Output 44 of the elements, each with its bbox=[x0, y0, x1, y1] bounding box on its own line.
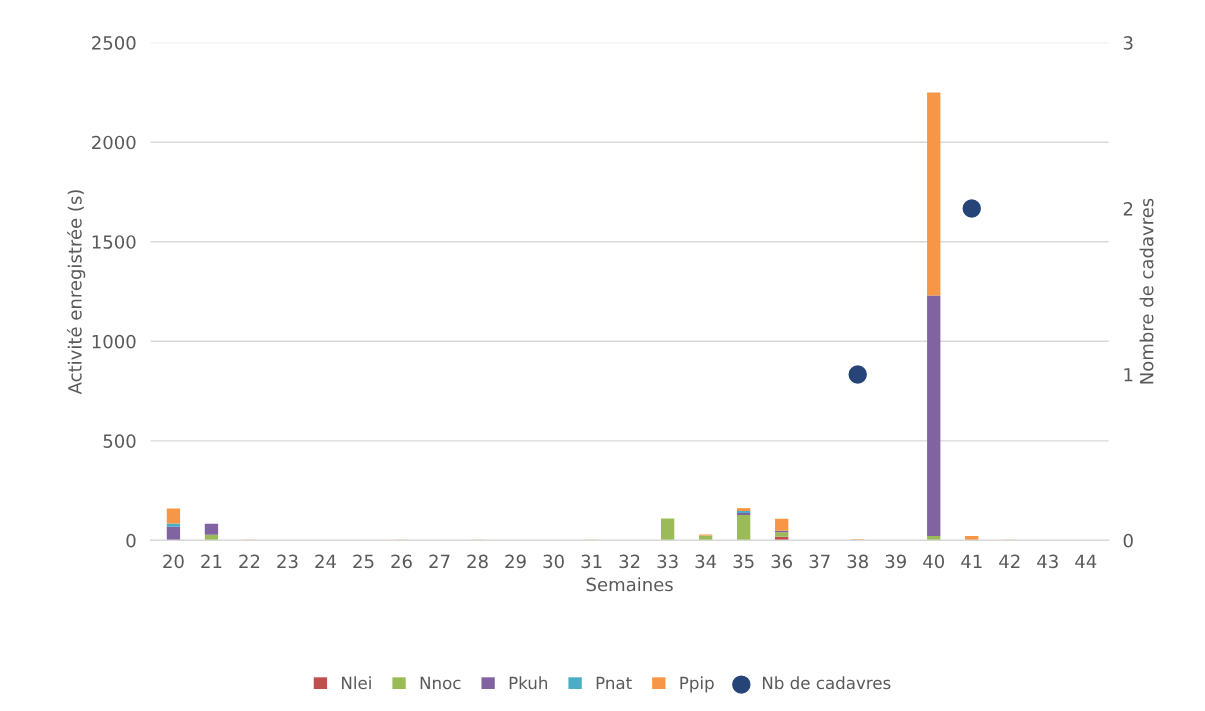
y-tick-label: 2000 bbox=[92, 135, 136, 150]
x-tick-label: 39 bbox=[885, 554, 906, 569]
x-tick-label: 32 bbox=[619, 554, 640, 569]
x-tick-label: 22 bbox=[239, 554, 260, 568]
y2-tick-label: 1 bbox=[1124, 368, 1133, 382]
x-tick-label: 35 bbox=[733, 554, 754, 569]
legend-label: Nlei bbox=[342, 676, 371, 690]
y2-tick-label: 2 bbox=[1123, 202, 1133, 216]
y2-tick-label: 3 bbox=[1123, 36, 1133, 50]
x-tick-label: 41 bbox=[961, 554, 982, 568]
x-axis-title: Semaines bbox=[586, 577, 673, 592]
legend-label: Nnoc bbox=[420, 676, 461, 690]
y2-tick-label: 0 bbox=[1123, 533, 1133, 548]
y-tick-label: 1500 bbox=[92, 235, 136, 249]
x-tick-label: 36 bbox=[771, 554, 793, 569]
x-tick-label: 42 bbox=[999, 554, 1020, 568]
y2-axis-title: Nombre de cadavres bbox=[1139, 198, 1154, 384]
x-tick-label: 44 bbox=[1075, 554, 1097, 568]
x-tick-label: 20 bbox=[163, 554, 184, 569]
y-tick-label: 500 bbox=[103, 434, 136, 448]
legend-label: Pkuh bbox=[509, 676, 548, 690]
x-tick-label: 30 bbox=[543, 554, 564, 569]
x-tick-label: 27 bbox=[429, 554, 450, 568]
legend-label: Ppip bbox=[680, 676, 714, 693]
x-tick-label: 31 bbox=[581, 554, 602, 569]
x-tick-label: 43 bbox=[1037, 554, 1058, 569]
y-tick-label: 1000 bbox=[92, 334, 136, 349]
x-tick-label: 37 bbox=[809, 554, 830, 569]
x-tick-label: 29 bbox=[505, 554, 526, 569]
x-tick-label: 24 bbox=[315, 554, 336, 568]
x-tick-label: 38 bbox=[847, 554, 868, 569]
x-tick-label: 25 bbox=[353, 554, 374, 569]
y-tick-label: 0 bbox=[126, 533, 136, 548]
x-tick-label: 26 bbox=[391, 554, 412, 569]
x-tick-label: 33 bbox=[657, 554, 678, 569]
y-axis-title: Activité enregistrée (s) bbox=[67, 190, 86, 395]
x-tick-label: 23 bbox=[277, 554, 298, 569]
x-tick-label: 28 bbox=[467, 554, 488, 569]
y-tick-label: 2500 bbox=[92, 36, 136, 50]
legend-label: Pnat bbox=[596, 676, 632, 690]
x-tick-label: 34 bbox=[695, 554, 717, 569]
x-tick-label: 40 bbox=[923, 554, 945, 569]
x-tick-label: 21 bbox=[201, 554, 222, 568]
legend-label: Nb de cadavres bbox=[762, 676, 891, 690]
